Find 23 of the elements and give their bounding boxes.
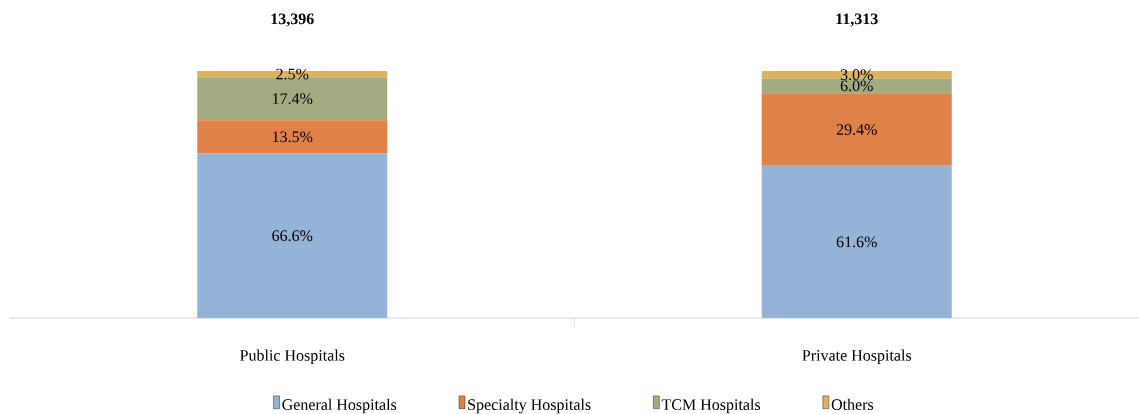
bar xyxy=(761,78,952,94)
data-label: 17.4% xyxy=(273,93,313,105)
legend-label: Specialty Hospitals xyxy=(468,398,591,414)
bar xyxy=(197,70,388,78)
text: 11,313 xyxy=(836,13,878,27)
data-label: 66.6% xyxy=(272,230,313,242)
legend-label: General Hospitals xyxy=(282,398,397,414)
x-tick-label: Public Hospitals xyxy=(240,349,345,365)
bar xyxy=(761,70,952,79)
bar xyxy=(197,120,388,154)
data-label: 61.6% xyxy=(836,236,877,248)
bar xyxy=(761,93,952,166)
bar xyxy=(197,153,388,318)
data-label: 29.4% xyxy=(836,124,877,135)
bar xyxy=(761,165,952,318)
legend-label: TCM Hospitals xyxy=(661,398,761,414)
data-label: 3.0% xyxy=(840,69,873,81)
data-label: 13.5% xyxy=(273,131,313,143)
legend-label: Others xyxy=(831,398,874,411)
text: 13,396 xyxy=(271,13,314,27)
data-label: 2.5% xyxy=(276,68,309,80)
data-label: 6.0% xyxy=(840,80,873,92)
x-tick-label: Private Hospitals xyxy=(802,349,912,365)
